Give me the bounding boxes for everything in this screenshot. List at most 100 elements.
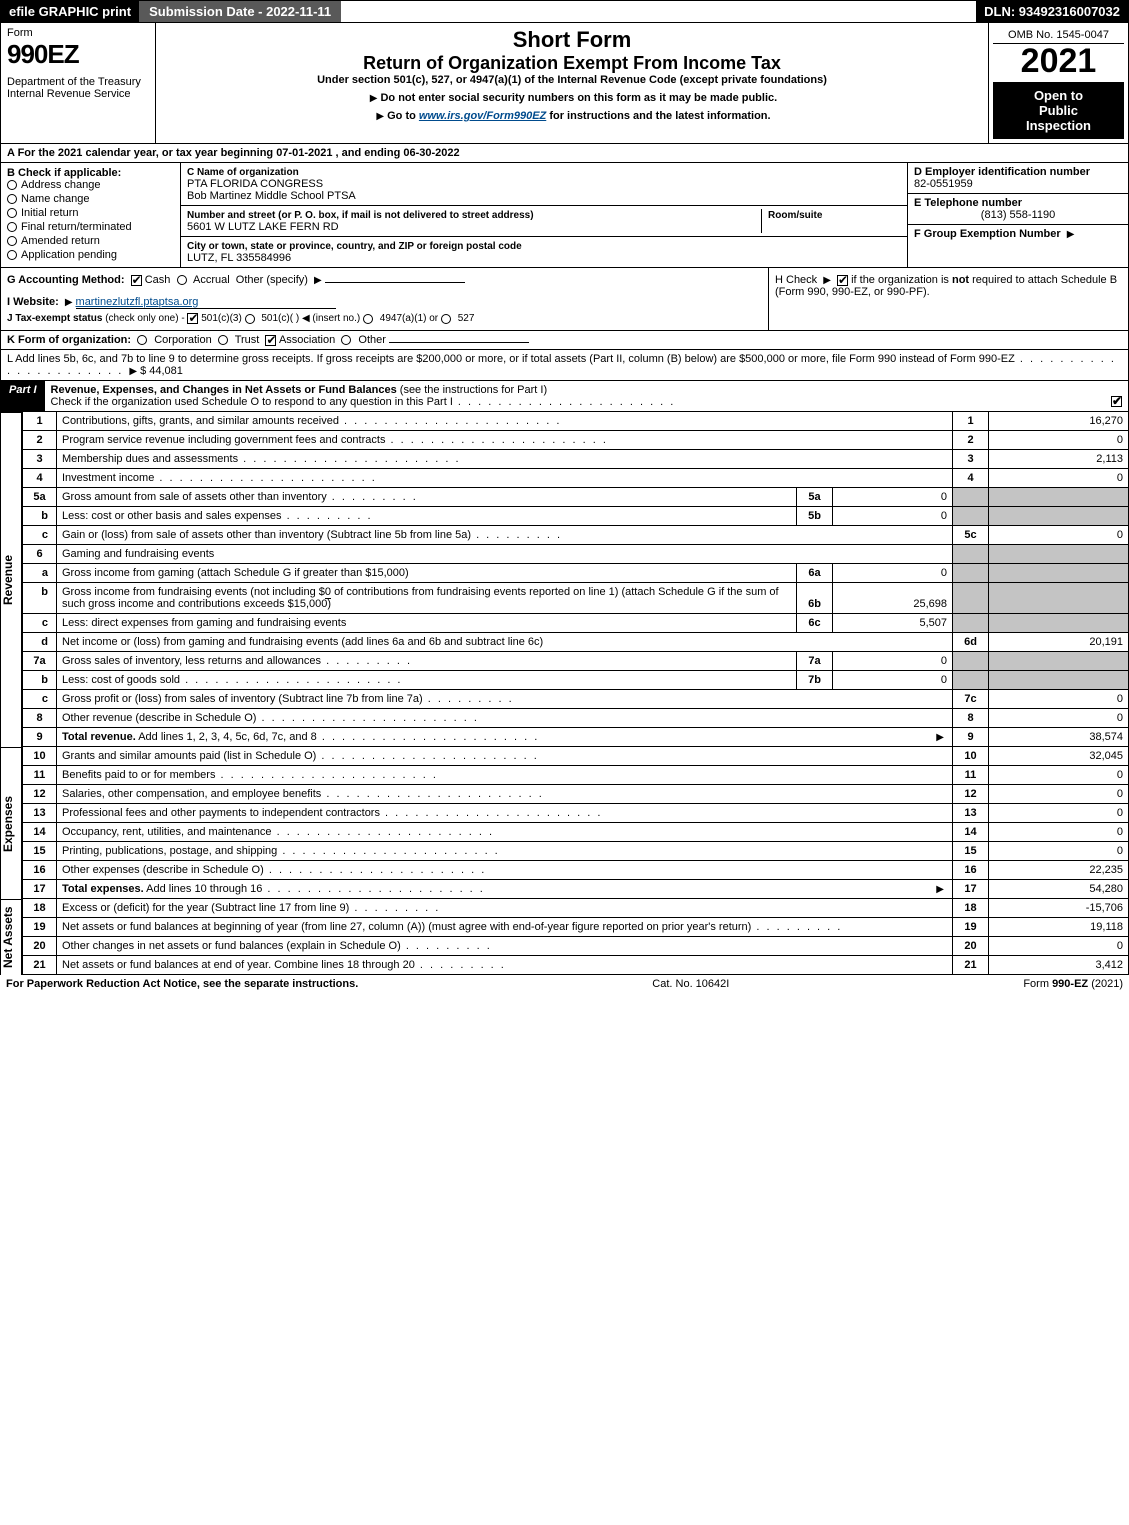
check-4947[interactable] [363, 314, 373, 324]
check-final-return[interactable] [7, 222, 17, 232]
line-5a-amount: 0 [833, 488, 953, 507]
check-trust[interactable] [218, 335, 228, 345]
line-6d-amount: 20,191 [989, 633, 1129, 652]
line-14-amount: 0 [989, 823, 1129, 842]
section-k: K Form of organization: Corporation Trus… [0, 331, 1129, 350]
check-association[interactable] [265, 335, 276, 346]
check-accrual[interactable] [177, 275, 187, 285]
revenue-section: Revenue 1Contributions, gifts, grants, a… [0, 412, 1129, 747]
line-5c-amount: 0 [989, 526, 1129, 545]
efile-print-label[interactable]: efile GRAPHIC print [1, 1, 139, 22]
check-address-change[interactable] [7, 180, 17, 190]
f-label: F Group Exemption Number [914, 228, 1061, 240]
check-527[interactable] [441, 314, 451, 324]
header-center: Short Form Return of Organization Exempt… [156, 23, 988, 143]
line-3-amount: 2,113 [989, 450, 1129, 469]
form-number: 990EZ [7, 39, 149, 70]
table-row: 2Program service revenue including gover… [23, 431, 1129, 450]
other-org-input[interactable] [389, 342, 529, 343]
net-assets-table: 18Excess or (deficit) for the year (Subt… [22, 899, 1129, 975]
irs-link[interactable]: www.irs.gov/Form990EZ [419, 110, 546, 122]
org-name-2: Bob Martinez Middle School PTSA [187, 190, 356, 202]
section-l: L Add lines 5b, 6c, and 7b to line 9 to … [0, 350, 1129, 381]
phone-value: (813) 558-1190 [914, 209, 1122, 221]
ssn-warning: Do not enter social security numbers on … [162, 92, 982, 104]
table-row: 7aGross sales of inventory, less returns… [23, 652, 1129, 671]
table-row: 12Salaries, other compensation, and empl… [23, 785, 1129, 804]
paperwork-notice: For Paperwork Reduction Act Notice, see … [6, 978, 358, 990]
check-501c3[interactable] [187, 313, 198, 324]
k-label: K Form of organization: [7, 334, 131, 346]
table-row: bLess: cost or other basis and sales exp… [23, 507, 1129, 526]
line-16-amount: 22,235 [989, 861, 1129, 880]
check-cash[interactable] [131, 275, 142, 286]
part-i-header: Part I Revenue, Expenses, and Changes in… [0, 381, 1129, 412]
table-row: 19Net assets or fund balances at beginni… [23, 918, 1129, 937]
header-right: OMB No. 1545-0047 2021 Open to Public In… [988, 23, 1128, 143]
line-5b-amount: 0 [833, 507, 953, 526]
check-application-pending[interactable] [7, 250, 17, 260]
table-row: 1Contributions, gifts, grants, and simil… [23, 412, 1129, 431]
line-20-amount: 0 [989, 937, 1129, 956]
table-row: bGross income from fundraising events (n… [23, 583, 1129, 614]
goto-note: Go to www.irs.gov/Form990EZ for instruct… [162, 110, 982, 122]
section-b-label: B Check if applicable: [7, 167, 121, 179]
table-row: 11Benefits paid to or for members110 [23, 766, 1129, 785]
form-ref: Form 990-EZ (2021) [1023, 978, 1123, 990]
title-short-form: Short Form [162, 27, 982, 53]
topbar-spacer [341, 1, 976, 22]
expenses-side-label: Expenses [0, 747, 22, 899]
line-12-amount: 0 [989, 785, 1129, 804]
revenue-table: 1Contributions, gifts, grants, and simil… [22, 412, 1129, 747]
check-schedule-o-part-i[interactable] [1111, 396, 1122, 407]
table-row: 17Total expenses. Add lines 10 through 1… [23, 880, 1129, 899]
c-name-label: C Name of organization [187, 167, 299, 178]
line-1-amount: 16,270 [989, 412, 1129, 431]
e-label: E Telephone number [914, 197, 1022, 209]
subtitle: Under section 501(c), 527, or 4947(a)(1)… [162, 74, 982, 86]
line-6a-amount: 0 [833, 564, 953, 583]
city-value: LUTZ, FL 335584996 [187, 252, 291, 264]
line-7a-amount: 0 [833, 652, 953, 671]
street-value: 5601 W LUTZ LAKE FERN RD [187, 221, 339, 233]
check-schedule-b-not-required[interactable] [837, 275, 848, 286]
table-row: 15Printing, publications, postage, and s… [23, 842, 1129, 861]
other-specify-input[interactable] [325, 282, 465, 283]
line-17-amount: 54,280 [989, 880, 1129, 899]
table-row: cGross profit or (loss) from sales of in… [23, 690, 1129, 709]
net-assets-side-label: Net Assets [0, 899, 22, 975]
form-header: Form 990EZ Department of the Treasury In… [0, 23, 1129, 144]
table-row: 3Membership dues and assessments32,113 [23, 450, 1129, 469]
table-row: dNet income or (loss) from gaming and fu… [23, 633, 1129, 652]
check-501c[interactable] [245, 314, 255, 324]
table-row: 10Grants and similar amounts paid (list … [23, 747, 1129, 766]
form-label: Form [7, 27, 149, 39]
line-10-amount: 32,045 [989, 747, 1129, 766]
check-corporation[interactable] [137, 335, 147, 345]
line-13-amount: 0 [989, 804, 1129, 823]
table-row: 16Other expenses (describe in Schedule O… [23, 861, 1129, 880]
line-19-amount: 19,118 [989, 918, 1129, 937]
line-7b-amount: 0 [833, 671, 953, 690]
check-initial-return[interactable] [7, 208, 17, 218]
check-amended-return[interactable] [7, 236, 17, 246]
check-name-change[interactable] [7, 194, 17, 204]
check-other-org[interactable] [341, 335, 351, 345]
g-label: G Accounting Method: [7, 274, 125, 286]
line-9-amount: 38,574 [989, 728, 1129, 747]
table-row: 6Gaming and fundraising events [23, 545, 1129, 564]
title-return: Return of Organization Exempt From Incom… [162, 53, 982, 74]
website-link[interactable]: martinezlutzfl.ptaptsa.org [76, 296, 199, 308]
city-label: City or town, state or province, country… [187, 241, 522, 252]
room-label: Room/suite [768, 210, 822, 221]
table-row: cLess: direct expenses from gaming and f… [23, 614, 1129, 633]
section-gh: G Accounting Method: Cash Accrual Other … [0, 268, 1129, 331]
d-label: D Employer identification number [914, 166, 1090, 178]
table-row: bLess: cost of goods sold7b0 [23, 671, 1129, 690]
section-c: C Name of organization PTA FLORIDA CONGR… [181, 163, 908, 267]
catalog-number: Cat. No. 10642I [652, 978, 729, 990]
table-row: aGross income from gaming (attach Schedu… [23, 564, 1129, 583]
line-15-amount: 0 [989, 842, 1129, 861]
line-6b-amount: 25,698 [833, 583, 953, 614]
line-a: A For the 2021 calendar year, or tax yea… [0, 144, 1129, 163]
